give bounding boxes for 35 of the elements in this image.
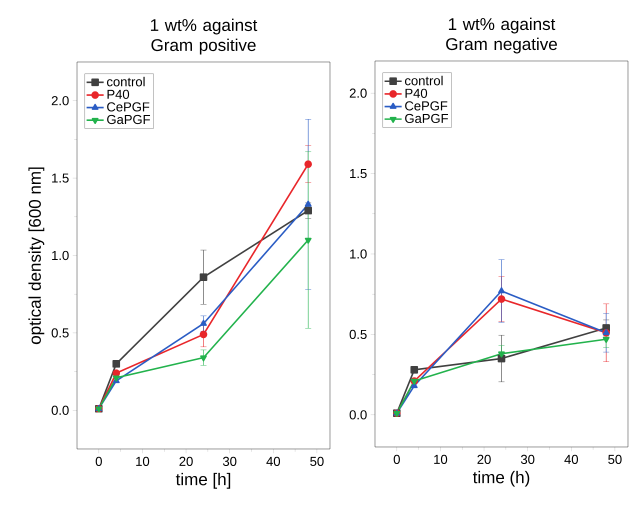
y-tick-label: 2.0 — [350, 88, 367, 98]
legend-label: control — [405, 76, 443, 86]
x-tick-label: 0 — [394, 454, 400, 464]
x-tick-label: 10 — [434, 454, 448, 464]
x-tick-label: 50 — [310, 456, 324, 466]
legend-label: P40 — [406, 88, 428, 98]
y-tick-label: 1.0 — [350, 249, 367, 259]
y-tick-label: 2.0 — [52, 96, 69, 106]
y-axis-title: optical density [600 nm] — [28, 167, 44, 344]
x-tick-label: 0 — [96, 456, 102, 466]
x-tick-label: 40 — [564, 454, 578, 464]
x-tick-label: 30 — [222, 456, 236, 466]
x-tick-label: 40 — [266, 456, 280, 466]
y-tick-label: 0.0 — [350, 410, 367, 420]
legend-label: control — [107, 76, 145, 86]
legend-label: GaPGF — [107, 114, 150, 124]
y-tick-label: 1.5 — [52, 174, 69, 183]
legend-label: CePGF — [405, 101, 448, 110]
legend-label: P40 — [108, 90, 130, 99]
y-tick-label: 0.5 — [52, 328, 69, 338]
y-tick-label: 0.0 — [52, 406, 69, 415]
x-tick-label: 50 — [608, 454, 622, 464]
chart-title: 1 wt% against Gram positive — [150, 18, 258, 54]
x-axis-title: time (h) — [472, 470, 530, 487]
x-tick-label: 20 — [179, 456, 193, 466]
legend-label: GaPGF — [405, 114, 448, 124]
x-tick-label: 10 — [136, 456, 150, 466]
legend-label: CePGF — [107, 102, 150, 112]
y-tick-label: 0.5 — [350, 330, 367, 340]
x-tick-label: 20 — [477, 454, 491, 464]
x-tick-label: 30 — [520, 454, 534, 464]
y-tick-label: 1.5 — [350, 169, 367, 178]
chart-title: 1 wt% against Gram negative — [446, 18, 557, 54]
x-axis-title: time [h] — [176, 472, 230, 489]
y-tick-label: 1.0 — [52, 250, 69, 260]
